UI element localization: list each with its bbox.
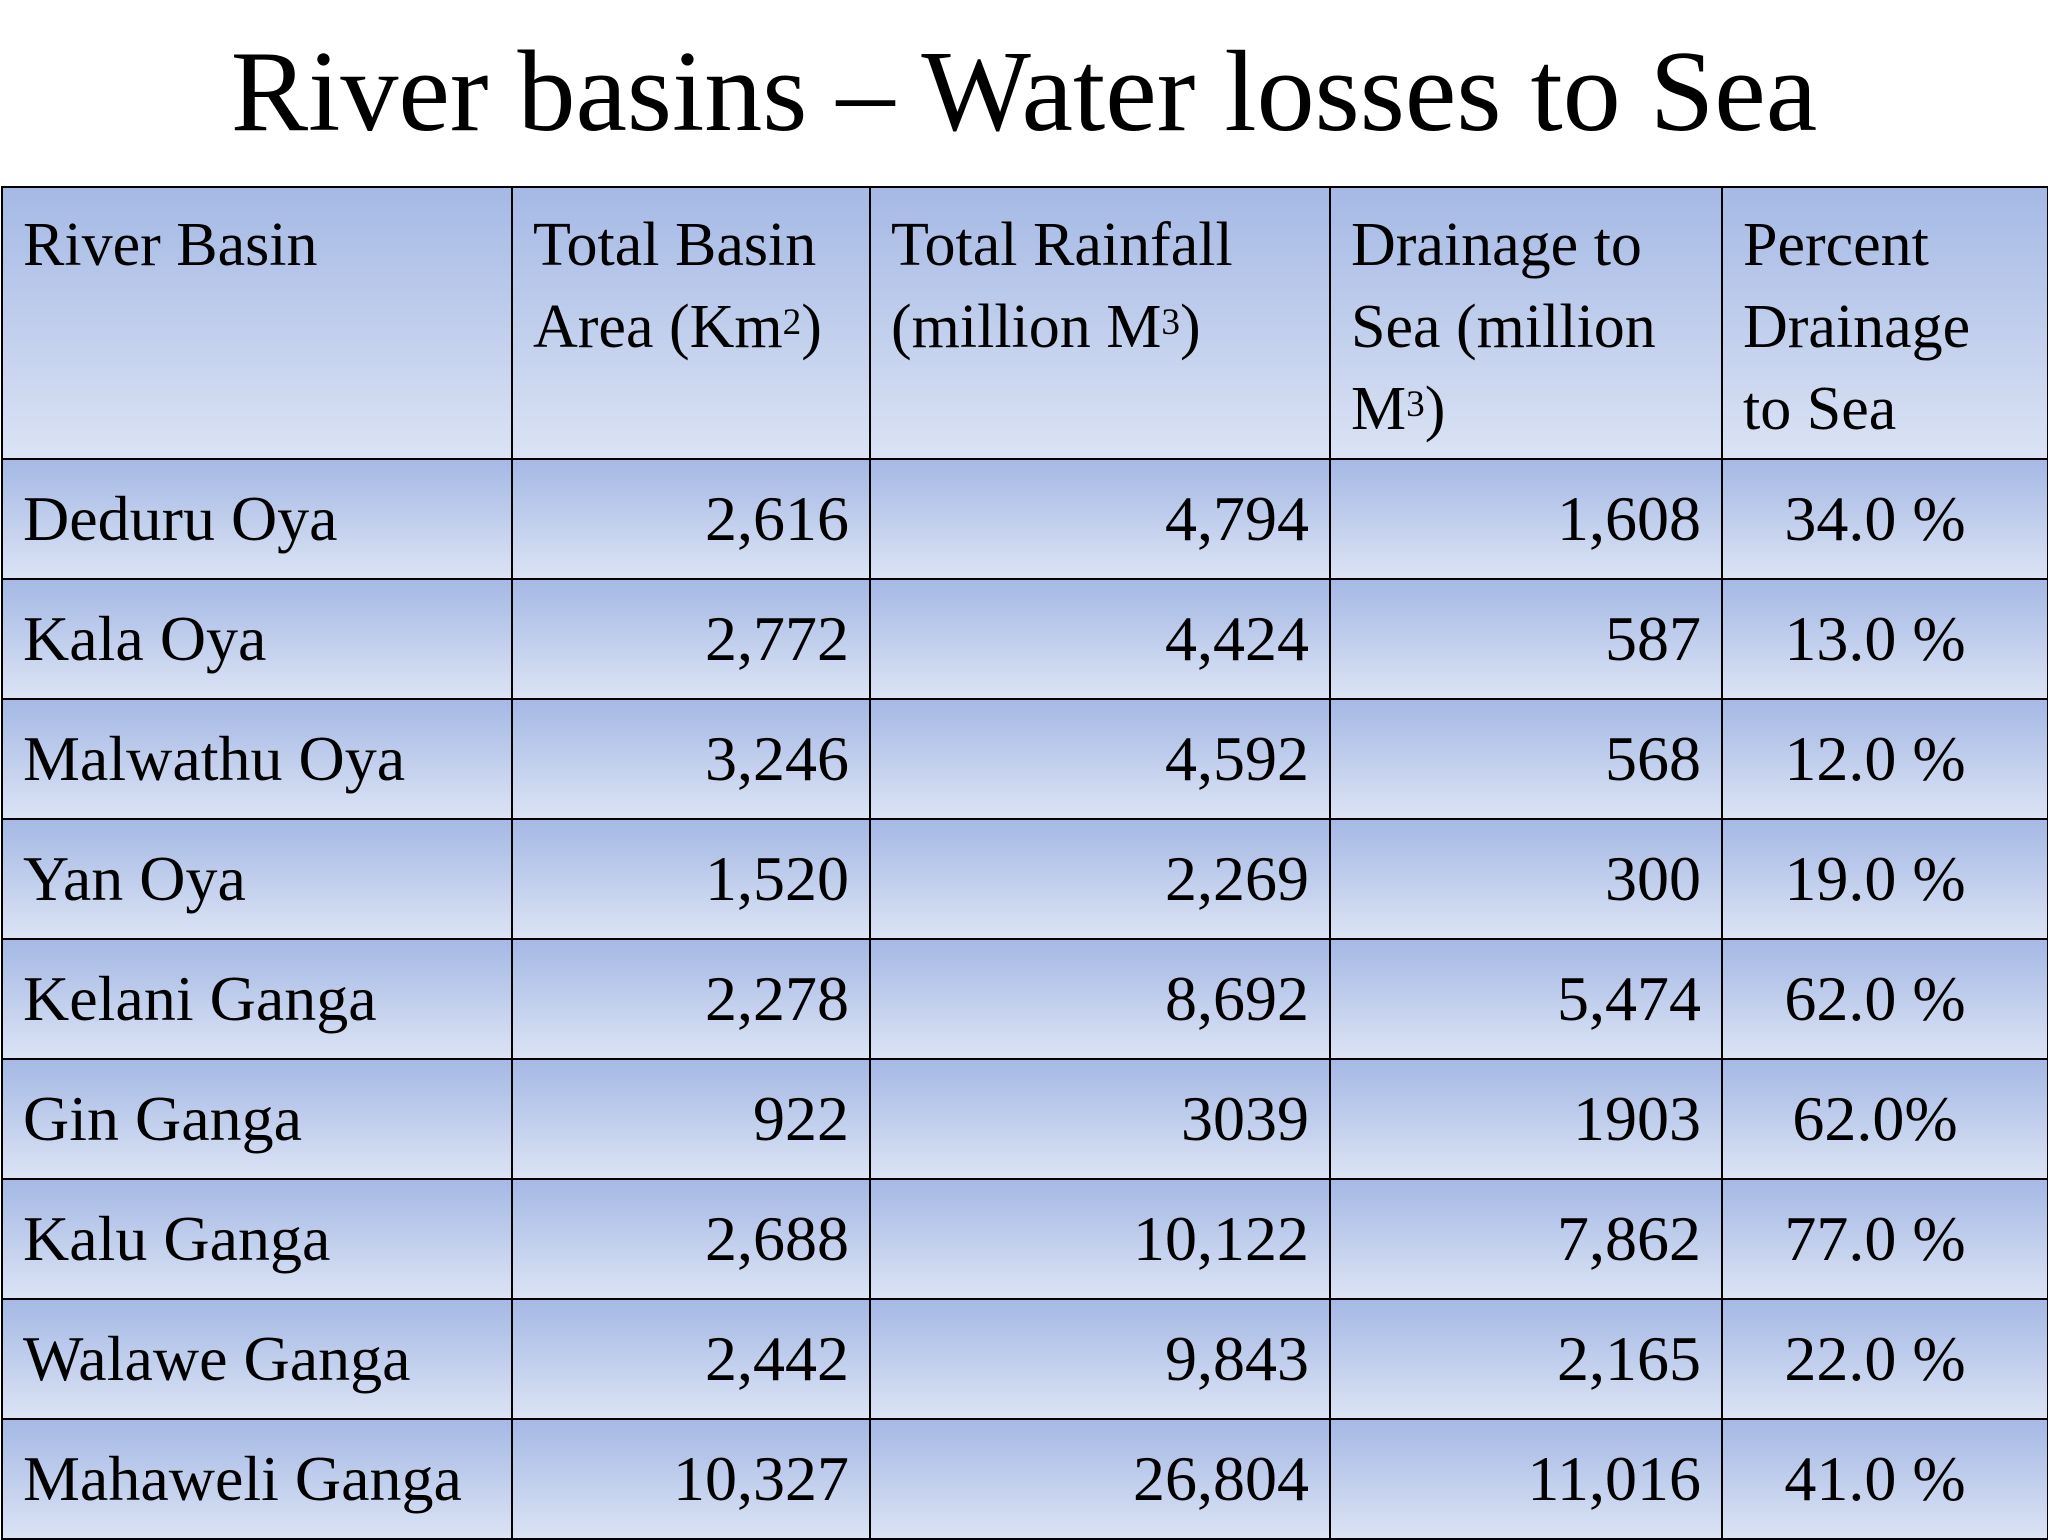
cell-drainage: 587 bbox=[1329, 578, 1723, 700]
cell-area: 2,772 bbox=[511, 578, 871, 700]
table-row: Kala Oya 2,772 4,424 587 13.0 % bbox=[1, 578, 2048, 700]
cell-basin: Walawe Ganga bbox=[1, 1298, 513, 1420]
cell-rainfall: 4,424 bbox=[869, 578, 1331, 700]
cell-basin: Kala Oya bbox=[1, 578, 513, 700]
table-row: Yan Oya 1,520 2,269 300 19.0 % bbox=[1, 818, 2048, 940]
table-row: Deduru Oya 2,616 4,794 1,608 34.0 % bbox=[1, 458, 2048, 580]
cell-rainfall: 9,843 bbox=[869, 1298, 1331, 1420]
table-row: Kalu Ganga 2,688 10,122 7,862 77.0 % bbox=[1, 1178, 2048, 1300]
cell-percent: 19.0 % bbox=[1721, 818, 2048, 940]
cell-drainage: 568 bbox=[1329, 698, 1723, 820]
cell-percent: 62.0 % bbox=[1721, 938, 2048, 1060]
slide-title: River basins – Water losses to Sea bbox=[230, 28, 1818, 156]
table-row: Malwathu Oya 3,246 4,592 568 12.0 % bbox=[1, 698, 2048, 820]
cell-basin: Kelani Ganga bbox=[1, 938, 513, 1060]
cell-drainage: 300 bbox=[1329, 818, 1723, 940]
cell-rainfall: 10,122 bbox=[869, 1178, 1331, 1300]
cell-percent: 22.0 % bbox=[1721, 1298, 2048, 1420]
header-percent-drainage: Percent Drainage to Sea bbox=[1721, 186, 2048, 460]
cell-rainfall: 4,794 bbox=[869, 458, 1331, 580]
cell-rainfall: 2,269 bbox=[869, 818, 1331, 940]
cell-basin: Deduru Oya bbox=[1, 458, 513, 580]
header-total-rainfall: Total Rainfall (million M3) bbox=[869, 186, 1331, 460]
cell-percent: 13.0 % bbox=[1721, 578, 2048, 700]
cell-drainage: 5,474 bbox=[1329, 938, 1723, 1060]
table-row: Walawe Ganga 2,442 9,843 2,165 22.0 % bbox=[1, 1298, 2048, 1420]
cell-basin: Gin Ganga bbox=[1, 1058, 513, 1180]
cell-drainage: 1,608 bbox=[1329, 458, 1723, 580]
cell-rainfall: 4,592 bbox=[869, 698, 1331, 820]
cell-drainage: 2,165 bbox=[1329, 1298, 1723, 1420]
cell-drainage: 1903 bbox=[1329, 1058, 1723, 1180]
cell-basin: Mahaweli Ganga bbox=[1, 1418, 513, 1540]
cell-percent: 34.0 % bbox=[1721, 458, 2048, 580]
header-drainage-to-sea: Drainage to Sea (million M3) bbox=[1329, 186, 1723, 460]
header-row: River Basin Total Basin Area (Km2) Total… bbox=[1, 186, 2048, 460]
cell-area: 1,520 bbox=[511, 818, 871, 940]
cell-percent: 77.0 % bbox=[1721, 1178, 2048, 1300]
cell-basin: Malwathu Oya bbox=[1, 698, 513, 820]
cell-area: 2,616 bbox=[511, 458, 871, 580]
cell-basin: Yan Oya bbox=[1, 818, 513, 940]
cell-percent: 41.0 % bbox=[1721, 1418, 2048, 1540]
header-river-basin: River Basin bbox=[1, 186, 513, 460]
cell-rainfall: 26,804 bbox=[869, 1418, 1331, 1540]
cell-area: 2,278 bbox=[511, 938, 871, 1060]
cell-area: 922 bbox=[511, 1058, 871, 1180]
cell-area: 2,442 bbox=[511, 1298, 871, 1420]
cell-area: 3,246 bbox=[511, 698, 871, 820]
cell-rainfall: 3039 bbox=[869, 1058, 1331, 1180]
table-row: Kelani Ganga 2,278 8,692 5,474 62.0 % bbox=[1, 938, 2048, 1060]
table-row: Mahaweli Ganga 10,327 26,804 11,016 41.0… bbox=[1, 1418, 2048, 1540]
header-total-basin-area: Total Basin Area (Km2) bbox=[511, 186, 871, 460]
river-basins-table: River Basin Total Basin Area (Km2) Total… bbox=[1, 186, 2048, 1540]
cell-drainage: 11,016 bbox=[1329, 1418, 1723, 1540]
cell-area: 10,327 bbox=[511, 1418, 871, 1540]
cell-area: 2,688 bbox=[511, 1178, 871, 1300]
cell-basin: Kalu Ganga bbox=[1, 1178, 513, 1300]
cell-rainfall: 8,692 bbox=[869, 938, 1331, 1060]
cell-percent: 62.0% bbox=[1721, 1058, 2048, 1180]
table-row: Gin Ganga 922 3039 1903 62.0% bbox=[1, 1058, 2048, 1180]
cell-percent: 12.0 % bbox=[1721, 698, 2048, 820]
cell-drainage: 7,862 bbox=[1329, 1178, 1723, 1300]
